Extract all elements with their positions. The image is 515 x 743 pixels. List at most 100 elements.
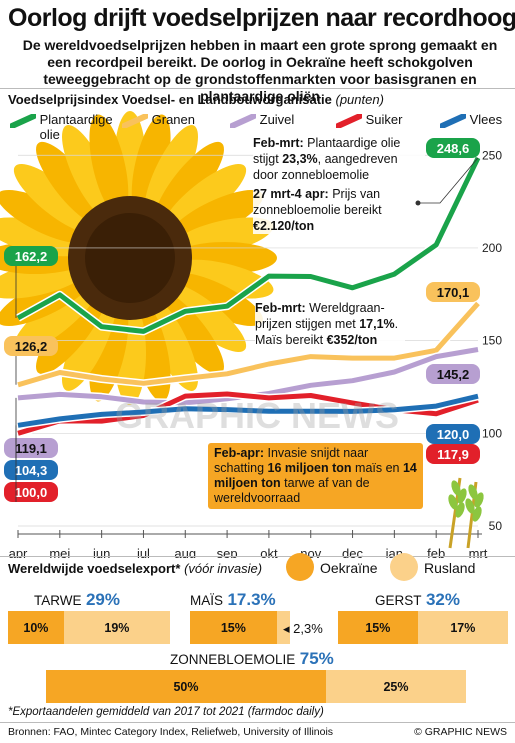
gerst-title: GERST 32% [375,590,460,610]
divider [0,722,515,723]
crop-total: 32% [425,590,460,609]
legend-swatch-red [335,112,363,129]
segment-label: 17% [450,620,476,635]
annotation-oil-rise: Feb-mrt: Plantaardige olie stijgt 23,3%,… [253,135,425,183]
series-line [17,301,480,388]
legend-label: Granen [151,112,195,127]
mais-russia-callout: ◂ 2,3% [283,621,323,637]
legend-swatch-green [9,112,37,129]
start-value-label-bg [4,482,58,502]
footnote: *Exportaandelen gemiddeld van 2017 tot 2… [8,706,324,718]
crop-total: 17.3% [227,590,276,609]
page-title: Oorlog drijft voedselprijzen naar record… [8,4,515,32]
watermark: GRAPHIC NEWS [115,395,399,436]
arrow-left-icon: ◂ [283,621,290,636]
legend-ukraine-dot [286,553,314,581]
annotation-bold: €2.120/ton [253,219,315,233]
sunflower-petal [0,190,92,244]
annotation-bold: 14 miljoen ton [214,461,417,490]
annotation-bold: 23,3% [282,152,318,166]
start-value-label-bg [4,438,58,458]
legend-plantaardige-olie: Plantaardige olie [9,112,113,142]
zonnebloemolie-ukraine-segment: 50% [46,670,326,703]
start-value-label: 104,3 [15,463,48,478]
gerst-ukraine-segment: 15% [338,611,418,644]
y-tick-label: 250 [482,148,502,162]
credit-line: © GRAPHIC NEWS [414,726,507,738]
annotation-text: Prijs van zonnebloemolie bereikt [253,187,382,217]
annotation-text: . Maïs bereikt [255,317,399,347]
mais-russia-segment [276,611,290,644]
zonnebloemolie-title: ZONNEBLOEMOLIE 75% [170,649,334,669]
segment-label: 15% [365,620,391,635]
x-tick-label: feb [427,546,445,558]
legend-vlees: Vlees [439,112,502,129]
start-value-label: 126,2 [15,339,48,354]
annotation-bold: 17,1% [359,317,395,331]
segment-label: 10% [23,620,49,635]
start-value-label-bg [4,246,58,266]
legend-granen: Granen [121,112,195,129]
crop-total: 29% [85,590,120,609]
x-tick-label: mei [49,546,70,558]
zonnebloemolie-bar: 50% 25% [46,670,466,703]
tarwe-title: TARWE 29% [34,590,120,610]
wheat-icon [448,477,484,549]
x-tick-label: jul [136,546,150,558]
sunflower-petal [162,164,247,234]
tarwe-russia-segment: 19% [63,611,170,644]
legend-label: Plantaardige olie [39,112,113,142]
chart-heading: Voedselprijsindex Voedsel- en Landbouwor… [8,92,384,107]
x-tick-label: mrt [469,546,488,558]
annotation-bold: €352/ton [326,333,378,347]
end-value-label: 120,0 [437,427,470,442]
end-value-label-bg [426,138,480,158]
legend-ukraine-label: Oekraïne [320,560,378,576]
end-value-label: 248,6 [437,141,470,156]
legend-swatch-purple [229,112,257,129]
legend-label: Suiker [365,112,403,127]
legend-russia-label: Rusland [424,560,476,576]
annotation-text: Plantaardige olie stijgt [253,136,401,166]
start-value-label-bg [4,336,58,356]
sunflower-petal [13,164,98,234]
legend-russia-dot [390,553,418,581]
y-tick-label: 50 [489,519,503,533]
legend-swatch-blue [439,112,467,129]
sunflower-petal [62,296,116,391]
annotation-bold: 16 miljoen ton [267,461,352,475]
sunflower-petal [0,217,89,257]
annotation-text: maïs en [351,461,403,475]
annotation-dot [415,200,421,206]
annotation-grain-rise: Feb-mrt: Wereldgraan-prijzen stijgen met… [255,300,405,348]
sunflower-center-inner [85,213,175,303]
segment-label: 19% [104,620,130,635]
gerst-bar: 15% 17% [338,611,508,644]
sunflower-petal [13,282,98,352]
end-value-label-bg [426,282,480,302]
sunflower-petal [131,114,171,217]
crop-label: ZONNEBLOEMOLIE [170,652,296,667]
y-tick-label: 150 [482,334,502,348]
source-line: Bronnen: FAO, Mintec Category Index, Rel… [8,726,334,738]
crop-label: TARWE [34,593,82,608]
x-tick-label: sep [217,546,238,558]
legend-swatch-yellow [121,112,149,129]
sunflower-petal [144,125,198,220]
legend-suiker: Suiker [335,112,403,129]
segment-label: 2,3% [293,621,323,636]
x-tick-label: apr [9,546,28,558]
end-value-label-bg [426,444,480,464]
end-value-label-bg [426,424,480,444]
annotation-bold: Feb-mrt: [253,136,304,150]
chart-value-labels: 162,2 248,6 126,2 170,1 119,1 145,2 100,0 117,9… [4,138,480,502]
chart-series [16,156,482,438]
sunflower-petal [154,141,224,226]
annotation-text: Wereldgraan-prijzen stijgen met [255,301,385,331]
end-value-label: 117,9 [437,447,469,462]
export-heading-text: Wereldwijde voedselexport* [8,561,181,576]
annotation-bold: Feb-mrt: [255,301,306,315]
x-tick-label: aug [174,546,196,558]
